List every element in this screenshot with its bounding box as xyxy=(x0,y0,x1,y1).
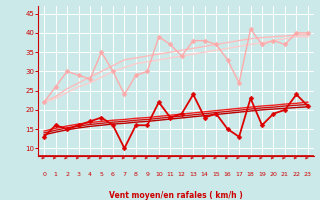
X-axis label: Vent moyen/en rafales ( km/h ): Vent moyen/en rafales ( km/h ) xyxy=(109,191,243,200)
